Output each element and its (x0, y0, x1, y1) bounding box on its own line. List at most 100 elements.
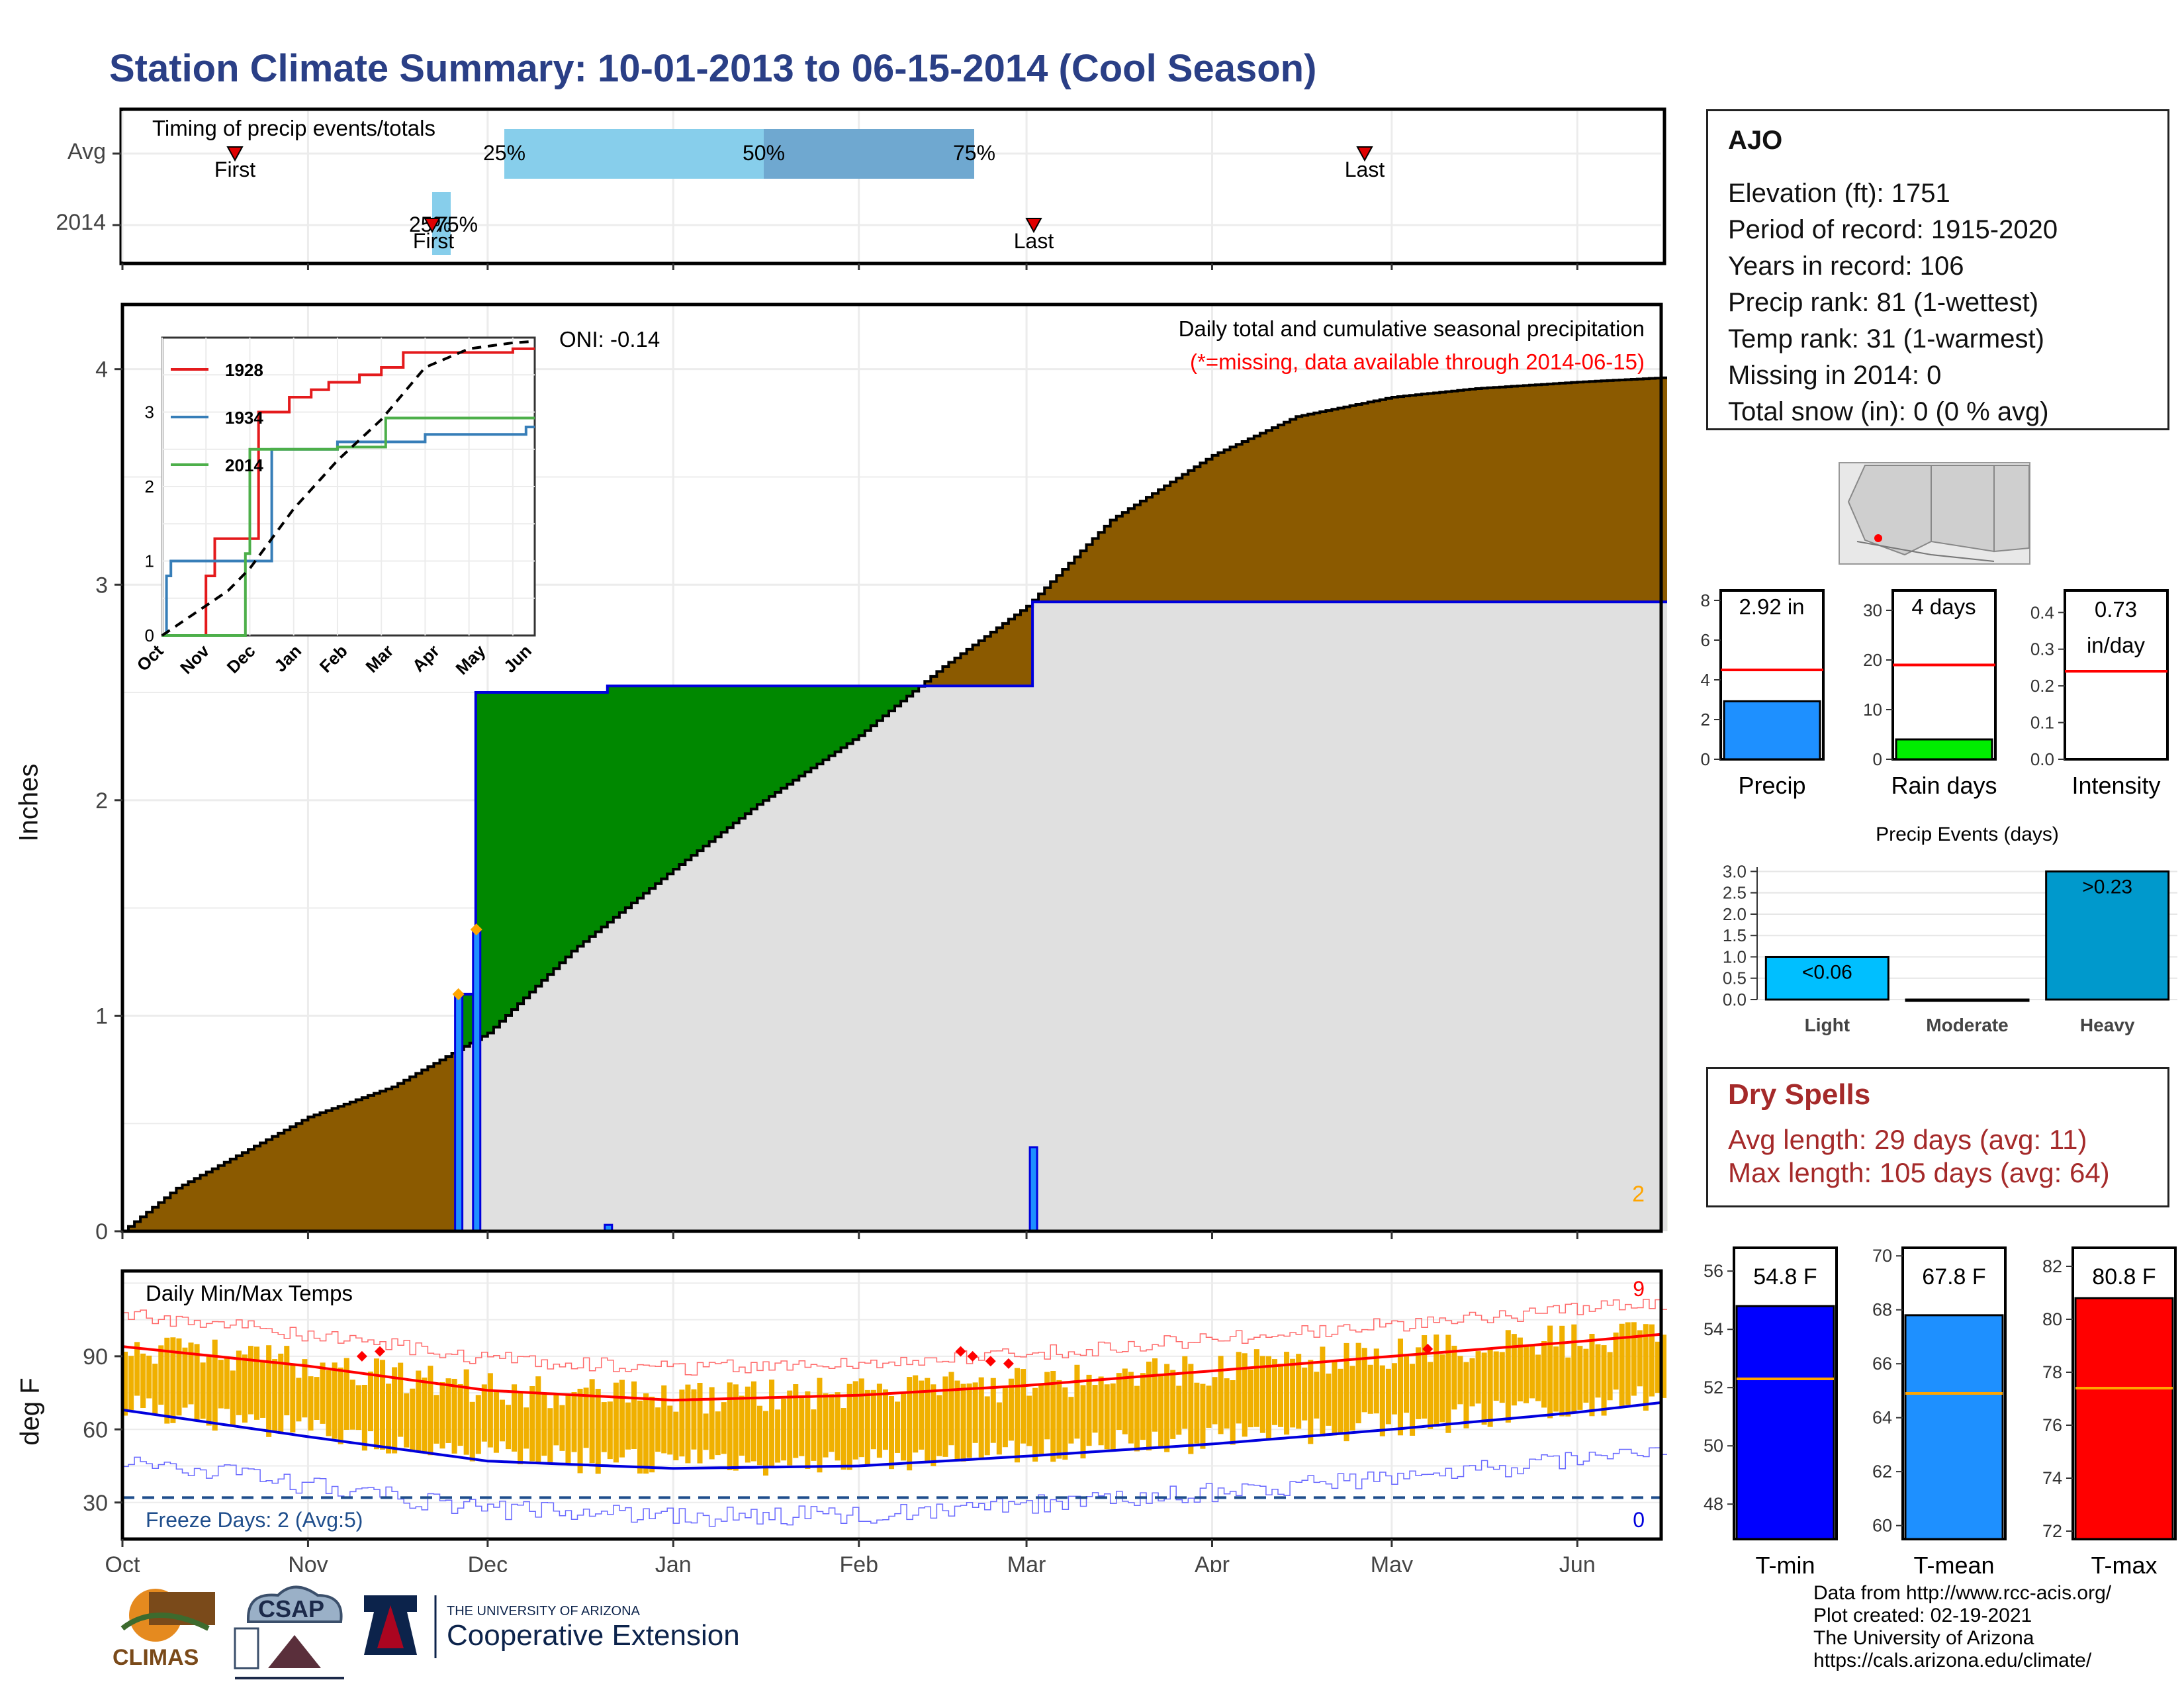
month-label: Mar (1007, 1552, 1046, 1572)
credit-line: The University of Arizona (1813, 1627, 2034, 1649)
daily-temp-bar (254, 1346, 260, 1420)
month-label: Feb (839, 1552, 878, 1572)
daily-temp-bar (1517, 1337, 1523, 1402)
daily-temp-bar (158, 1345, 164, 1405)
intensity-unit-text: in/day (2087, 633, 2146, 657)
inset-y-tick-label: 0 (145, 626, 154, 645)
mini-bar-frame (2064, 589, 2169, 761)
dry-spells-max: Max length: 105 days (avg: 64) (1728, 1157, 2110, 1188)
daily-temp-bar (1493, 1351, 1499, 1401)
temp-bar-y-tick-label: 82 (2042, 1256, 2062, 1276)
csap-logo: CSAP (234, 1585, 344, 1679)
month-label: Nov (288, 1552, 328, 1572)
daily-temp-bar (1128, 1372, 1134, 1444)
daily-temp-bar (1308, 1360, 1314, 1444)
year-first-label: First (413, 229, 454, 253)
daily-temp-bar (1463, 1362, 1469, 1429)
daily-temp-bar (1194, 1382, 1200, 1444)
daily-temp-bar (1104, 1384, 1110, 1450)
temp-bar-y-tick-label: 64 (1872, 1408, 1892, 1428)
daily-temp-bar (1026, 1395, 1032, 1446)
daily-temp-bar (697, 1382, 703, 1464)
daily-temp-bar (727, 1382, 733, 1470)
daily-temp-bar (709, 1387, 715, 1460)
mini-bar-value (1723, 700, 1821, 761)
daily-temp-bar (451, 1378, 457, 1454)
daily-temp-bar (1098, 1376, 1104, 1446)
record-high-marker (1003, 1358, 1014, 1369)
oni-text: ONI: -0.14 (559, 327, 660, 352)
overlap-area (122, 602, 1668, 1231)
daily-temp-bar (1212, 1377, 1218, 1425)
temp-bar-value (1904, 1314, 2004, 1540)
daily-temp-bar (601, 1402, 607, 1452)
daily-temp-bar (272, 1359, 278, 1432)
daily-temp-bar (948, 1372, 954, 1446)
daily-temp-bar (811, 1409, 817, 1461)
daily-temp-bar (1320, 1346, 1326, 1437)
station-name: AJO (1728, 126, 1783, 155)
mini-y-tick-label: 0.2 (2030, 676, 2054, 696)
daily-temp-bar (1008, 1378, 1014, 1441)
daily-temp-bar (1451, 1345, 1457, 1410)
daily-temp-bar (349, 1380, 355, 1430)
month-label: May (1371, 1552, 1413, 1572)
station-elevation: Elevation (ft): 1751 (1728, 179, 1950, 208)
daily-temp-bar (1439, 1354, 1445, 1423)
daily-temp-bar (1601, 1345, 1607, 1416)
ua-logo: THE UNIVERSITY OF ARIZONA Cooperative Ex… (364, 1595, 740, 1658)
avg-max-line (122, 1333, 1662, 1402)
avg-first-marker (226, 146, 244, 162)
daily-temp-bar (428, 1366, 433, 1456)
mini-y-tick-label: 0.3 (2030, 639, 2054, 659)
daily-temp-bar (422, 1378, 428, 1452)
precip-events-chart: Precip Events (days) <0.06 Light Moderate >0… (1723, 823, 2177, 1035)
temperature-bar-charts: 48 50 52 54 56 54.8 F T-min 60 62 64 66 68 70 67.8 F T… (1704, 1246, 2177, 1579)
mini-y-tick-label: 0.4 (2030, 602, 2054, 622)
daily-temp-bar (290, 1365, 296, 1432)
timing-label: Timing of precip events/totals (152, 116, 435, 140)
temp-y-tick-label: 60 (83, 1417, 108, 1442)
inset-series-line (162, 416, 535, 637)
credit-line: Data from http://www.rcc-acis.org/ (1813, 1582, 2112, 1604)
events-y-tick-label: 0.5 (1723, 968, 1747, 988)
daily-temp-bar (343, 1358, 349, 1430)
daily-temp-bar (206, 1356, 212, 1426)
daily-temp-bar (1361, 1348, 1367, 1413)
daily-temp-bar (817, 1378, 823, 1473)
daily-temp-bar (895, 1401, 901, 1453)
daily-temp-bar (864, 1389, 870, 1466)
daily-temp-bar (1164, 1364, 1170, 1452)
daily-temp-bar (984, 1396, 990, 1456)
temp-bar-value-text: 54.8 F (1753, 1264, 1817, 1289)
station-marker (1874, 534, 1882, 542)
daily-temp-bar (631, 1381, 637, 1449)
daily-temp-bar (787, 1390, 793, 1466)
daily-temp-bar (493, 1391, 499, 1453)
temp-bar-label: T-max (2091, 1552, 2157, 1579)
daily-temp-bar (1583, 1348, 1589, 1403)
daily-temp-bar (1428, 1362, 1433, 1429)
events-y-tick-label: 0.0 (1723, 990, 1747, 1009)
daily-temp-bar (667, 1405, 673, 1455)
daily-temp-bar (380, 1360, 386, 1450)
page-title: Station Climate Summary: 10-01-2013 to 0… (109, 47, 1317, 90)
daily-temp-bar (361, 1385, 367, 1451)
daily-temp-bar (1236, 1352, 1242, 1424)
daily-temp-bar (870, 1389, 876, 1450)
daily-temp-bar (1445, 1335, 1451, 1433)
daily-temp-bar (302, 1359, 308, 1418)
station-precip-rank: Precip rank: 81 (1-wettest) (1728, 288, 2039, 317)
mini-bar-value (1895, 738, 1993, 761)
daily-temp-bar (296, 1378, 302, 1422)
daily-temp-bar (972, 1382, 978, 1443)
daily-temp-bar (218, 1360, 224, 1409)
daily-temp-bar (236, 1350, 242, 1415)
credits: Data from http://www.rcc-acis.org/ Plot … (1813, 1582, 2111, 1672)
daily-temp-bar (314, 1377, 320, 1420)
daily-temp-bar (487, 1373, 493, 1448)
daily-temp-bar (1577, 1346, 1583, 1410)
daily-temp-bar (1253, 1349, 1259, 1427)
y-tick-label: 3 (95, 573, 108, 598)
daily-temp-bar (1056, 1380, 1062, 1459)
